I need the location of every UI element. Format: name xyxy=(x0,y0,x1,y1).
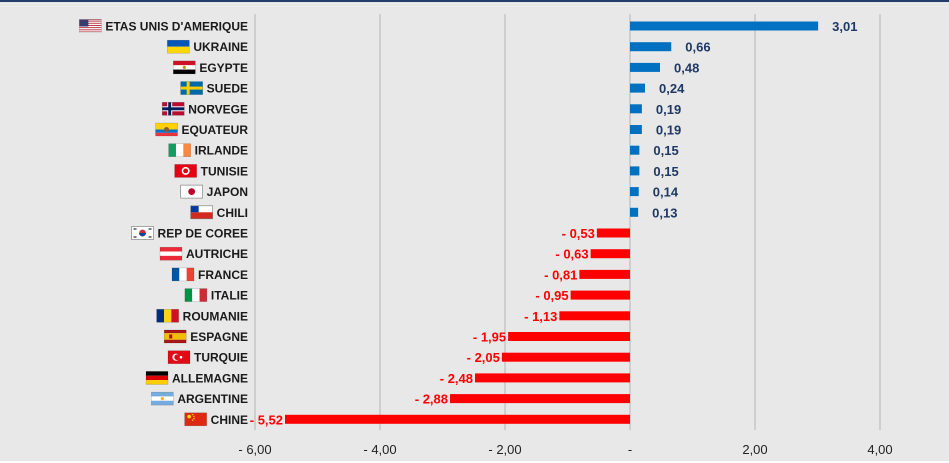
bar-value-label: - 5,52 xyxy=(250,412,283,427)
bar-value-label: - 2,88 xyxy=(415,392,448,407)
category-labels: ETAS UNIS D'AMERIQUE UKRAINE EGYPTE SUEDE NO… xyxy=(105,20,248,427)
bar xyxy=(475,373,630,383)
bar-value-label: - 0,95 xyxy=(535,288,568,303)
category-label: EQUATEUR xyxy=(182,123,249,137)
bar xyxy=(630,145,640,155)
x-tick-label: 2,00 xyxy=(742,442,767,457)
flag-tunisia-icon xyxy=(174,164,197,178)
bar xyxy=(501,352,630,362)
bar xyxy=(559,311,630,321)
bar-value-label: 0,48 xyxy=(674,60,699,75)
bar-value-label: - 1,95 xyxy=(473,330,506,345)
bar-value-label: 3,01 xyxy=(832,19,857,34)
flag-romania-icon xyxy=(156,309,179,323)
bar xyxy=(508,332,630,341)
category-label: ROUMANIE xyxy=(183,309,248,323)
flag-ireland-icon xyxy=(168,143,191,157)
bar-value-label: 0,15 xyxy=(653,143,678,158)
category-label: ALLEMAGNE xyxy=(172,371,248,385)
category-label: CHINE xyxy=(211,413,248,427)
flag-argentina-icon xyxy=(151,391,174,406)
category-label: AUTRICHE xyxy=(186,247,248,261)
bar xyxy=(596,228,630,238)
flag-turkey-icon xyxy=(167,350,191,364)
flag-japan-icon xyxy=(180,184,203,199)
flag-ecuador-icon xyxy=(155,122,178,137)
flag-norway-icon xyxy=(161,102,185,116)
flag-china-icon xyxy=(184,412,207,427)
flag-us-icon xyxy=(79,19,102,33)
bar xyxy=(579,269,630,279)
bar xyxy=(570,290,630,300)
category-label: JAPON xyxy=(207,185,248,199)
x-tick-label: - 4,00 xyxy=(363,442,396,457)
flag-spain-icon xyxy=(163,329,187,344)
category-label: REP DE COREE xyxy=(158,227,248,241)
category-label: IRLANDE xyxy=(195,144,248,158)
x-tick-label: 4,00 xyxy=(867,442,892,457)
x-tick-label: - xyxy=(628,442,632,457)
category-label: TURQUIE xyxy=(194,351,248,365)
bar-value-label: - 0,63 xyxy=(555,247,588,262)
bar-value-label: - 2,48 xyxy=(440,371,473,386)
category-flags xyxy=(79,19,213,427)
bar xyxy=(285,414,630,424)
bar-value-label: 0,15 xyxy=(653,164,678,179)
bar xyxy=(590,249,630,259)
bars xyxy=(285,21,819,424)
category-label: SUEDE xyxy=(207,82,248,96)
flag-ukraine-icon xyxy=(167,39,190,54)
category-label: ARGENTINE xyxy=(177,392,248,406)
x-tick-label: - 6,00 xyxy=(238,442,271,457)
bar-value-label: - 0,53 xyxy=(562,226,595,241)
bar-value-label: - 0,81 xyxy=(544,267,577,282)
category-label: FRANCE xyxy=(198,268,248,282)
flag-south-korea-icon xyxy=(131,226,154,240)
flag-sweden-icon xyxy=(180,81,203,95)
bar xyxy=(630,83,645,93)
bar xyxy=(630,166,640,176)
category-label: UKRAINE xyxy=(193,40,248,54)
x-axis-ticks: - 6,00 - 4,00 - 2,00 - 2,00 4,00 xyxy=(238,442,892,457)
flag-egypt-icon xyxy=(173,60,196,75)
flag-italy-icon xyxy=(184,288,208,302)
bar xyxy=(630,187,639,197)
bar-value-label: 0,66 xyxy=(685,40,710,55)
category-label: ETAS UNIS D'AMERIQUE xyxy=(105,20,248,34)
flag-chile-icon xyxy=(190,205,213,220)
bar-value-label: 0,19 xyxy=(656,123,681,138)
gridlines xyxy=(254,14,881,430)
bar xyxy=(630,42,672,52)
category-label: NORVEGE xyxy=(188,102,248,116)
bar xyxy=(630,104,642,114)
flag-austria-icon xyxy=(159,246,183,261)
bar xyxy=(450,394,630,404)
category-label: ITALIE xyxy=(211,289,248,303)
category-label: CHILI xyxy=(217,206,248,220)
bar-value-label: 0,19 xyxy=(656,102,681,117)
category-label: TUNISIE xyxy=(201,164,248,178)
bar xyxy=(630,207,639,217)
bar xyxy=(630,125,642,134)
bar-value-label: 0,24 xyxy=(659,81,685,96)
bar-value-label: 0,14 xyxy=(653,185,679,200)
bar-value-label: - 2,05 xyxy=(467,350,500,365)
flag-germany-icon xyxy=(145,371,169,385)
category-label: EGYPTE xyxy=(199,61,248,75)
bar-value-label: - 1,13 xyxy=(524,309,557,324)
category-label: ESPAGNE xyxy=(190,330,248,344)
bar xyxy=(630,62,660,72)
x-tick-label: - 2,00 xyxy=(488,442,521,457)
bar-value-label: 0,13 xyxy=(652,205,677,220)
bar xyxy=(630,21,819,31)
flag-france-icon xyxy=(171,267,195,282)
data-labels: 3,01 0,66 0,48 0,24 0,19 0,19 0,15 0,15 0,14 0,13… xyxy=(250,19,858,427)
